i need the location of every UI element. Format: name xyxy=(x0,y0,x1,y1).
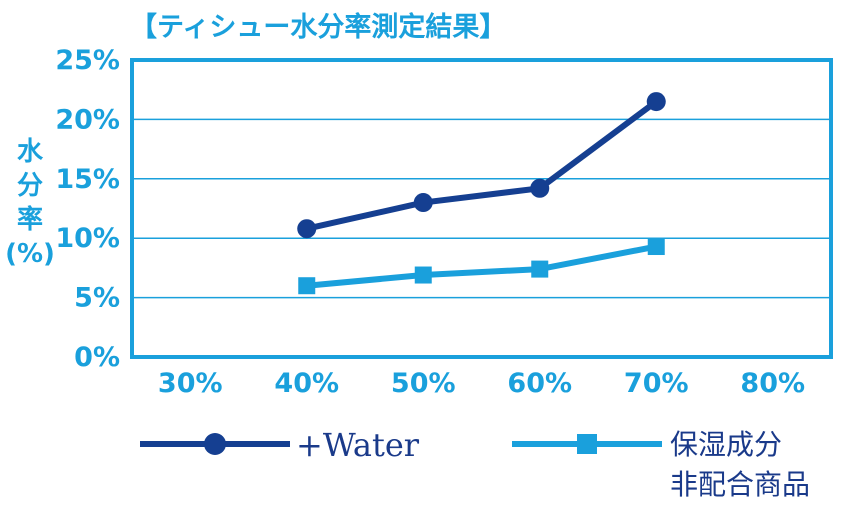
x-tick-label: 80% xyxy=(740,368,805,399)
data-point-square xyxy=(414,266,432,284)
y-tick-label: 5% xyxy=(74,283,120,314)
data-point-circle xyxy=(297,219,317,239)
data-point-circle xyxy=(646,92,666,112)
legend-item-1: +Water xyxy=(140,426,420,464)
x-tick-label: 50% xyxy=(391,368,456,399)
series-line xyxy=(303,98,660,232)
grid-lines xyxy=(132,118,831,299)
y-tick-label: 15% xyxy=(55,164,120,195)
legend-marker-square xyxy=(577,434,597,454)
data-point-circle xyxy=(413,193,433,213)
y-tick-labels: 0% 5% 10% 15% 20% 25% xyxy=(55,45,120,373)
series-line xyxy=(303,243,660,289)
series-layer xyxy=(297,92,666,295)
y-tick-label: 10% xyxy=(55,223,120,254)
series-2 xyxy=(298,238,665,295)
x-tick-label: 70% xyxy=(624,368,689,399)
y-axis-label-char: 水 xyxy=(17,137,44,167)
plot-frame xyxy=(130,58,833,359)
data-point-square xyxy=(647,238,665,256)
y-axis-label-char: 分 xyxy=(17,171,43,201)
y-axis-label-unit: (%) xyxy=(5,239,55,269)
x-tick-label: 60% xyxy=(507,368,572,399)
y-tick-label: 20% xyxy=(55,104,120,135)
x-tick-label: 40% xyxy=(274,368,339,399)
y-axis-label-char: 率 xyxy=(17,204,43,235)
data-point-circle xyxy=(530,178,550,198)
legend-label: 非配合商品 xyxy=(670,468,810,501)
y-axis-label: 水分率 (%) xyxy=(5,137,55,269)
y-tick-label: 0% xyxy=(74,342,120,373)
y-tick-label: 25% xyxy=(55,45,120,76)
series-1 xyxy=(297,92,666,239)
x-tick-labels: 30% 40% 50% 60% 70% 80% xyxy=(158,368,805,399)
legend-marker-circle xyxy=(204,433,226,455)
data-point-square xyxy=(531,260,549,278)
x-tick-label: 30% xyxy=(158,368,223,399)
data-point-square xyxy=(298,277,316,295)
legend-label: 保湿成分 xyxy=(670,428,782,461)
chart-title: 【ティシュー水分率測定結果】 xyxy=(130,11,506,43)
legend-label: +Water xyxy=(296,426,420,464)
